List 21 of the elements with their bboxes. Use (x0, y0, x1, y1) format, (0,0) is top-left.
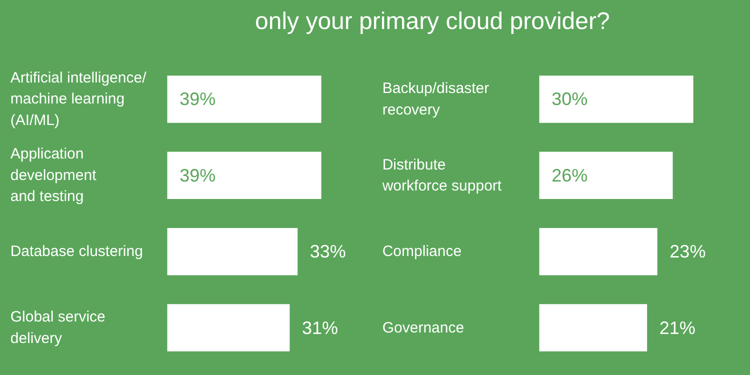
data-label: 39% (180, 165, 216, 186)
category-label: Application development and testing (10, 146, 96, 206)
category-label: Global service delivery (10, 308, 106, 347)
category-label: Governance (382, 319, 464, 336)
data-label: 26% (552, 165, 588, 186)
data-label: 39% (180, 89, 216, 110)
data-label: 23% (670, 242, 706, 262)
category-label: Backup/disaster recovery (382, 80, 490, 118)
data-label: 30% (552, 89, 588, 110)
bar (539, 152, 673, 200)
data-label: 21% (659, 318, 696, 338)
bar (539, 228, 658, 276)
category-label: Database clustering (10, 243, 143, 260)
bar (539, 76, 694, 123)
bar (539, 304, 648, 352)
text: only your primary cloud provider? (255, 7, 610, 37)
category-label: Distribute workforce support (382, 156, 502, 195)
category-label: Compliance (382, 243, 462, 260)
data-label: 33% (310, 242, 346, 262)
category-label: Artificial intelligence/ machine learning (AI/ML) (10, 69, 146, 129)
data-label: 31% (302, 318, 338, 338)
